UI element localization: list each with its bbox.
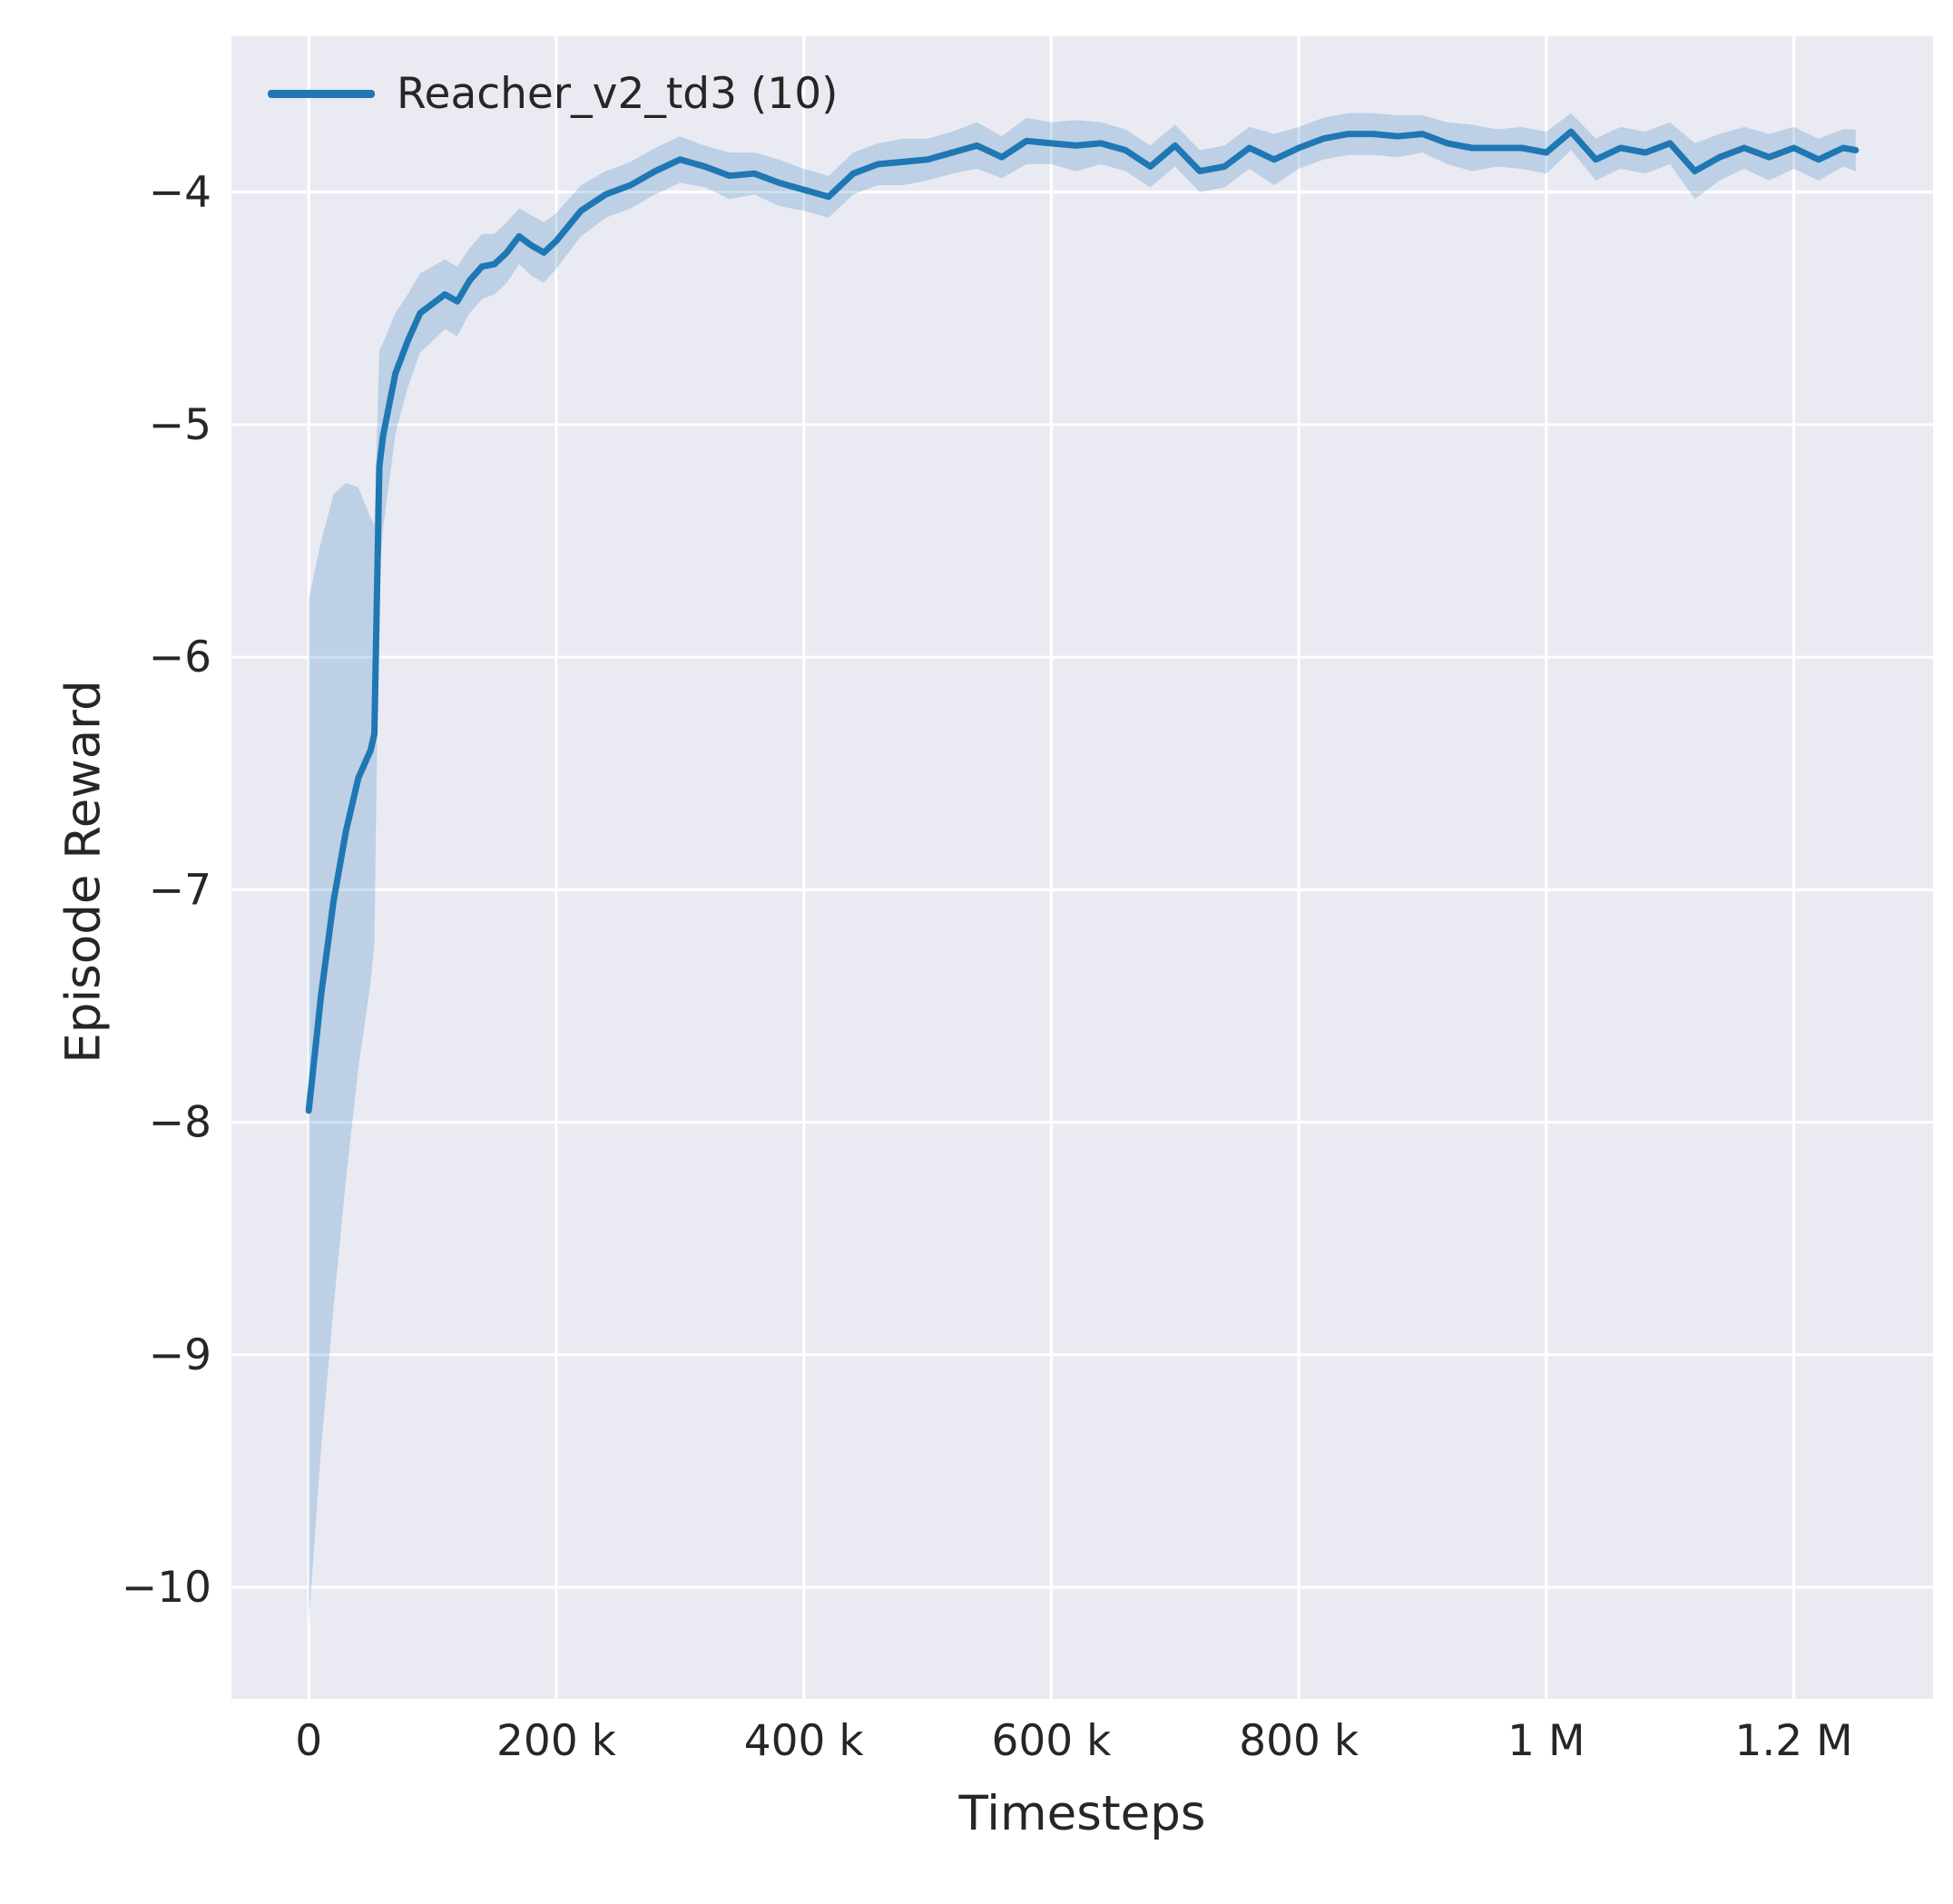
y-axis-label: Episode Reward bbox=[55, 680, 112, 1064]
y-tick-label: −10 bbox=[122, 1563, 211, 1613]
y-tick-label: −7 bbox=[149, 865, 211, 915]
y-tick-label: −4 bbox=[149, 168, 211, 218]
legend-line-swatch bbox=[268, 90, 375, 98]
y-tick-label: −6 bbox=[149, 633, 211, 682]
mean-line bbox=[305, 128, 1860, 1114]
x-tick-label: 0 bbox=[295, 1716, 322, 1766]
legend: Reacher_v2_td3 (10) bbox=[268, 73, 838, 115]
x-axis-label: Timesteps bbox=[958, 1786, 1206, 1841]
y-tick-label: −9 bbox=[149, 1330, 211, 1380]
x-tick-label: 800 k bbox=[1239, 1716, 1359, 1766]
x-tick-label: 1 M bbox=[1507, 1716, 1585, 1766]
x-tick-label: 200 k bbox=[496, 1716, 617, 1766]
x-tick-label: 600 k bbox=[991, 1716, 1112, 1766]
legend-label: Reacher_v2_td3 (10) bbox=[397, 69, 839, 119]
confidence-band bbox=[309, 113, 1856, 1623]
y-tick-label: −5 bbox=[149, 400, 211, 450]
plot-area bbox=[231, 36, 1933, 1699]
x-tick-label: 1.2 M bbox=[1734, 1716, 1852, 1766]
x-tick-label: 400 k bbox=[744, 1716, 865, 1766]
y-tick-label: −8 bbox=[149, 1098, 211, 1148]
